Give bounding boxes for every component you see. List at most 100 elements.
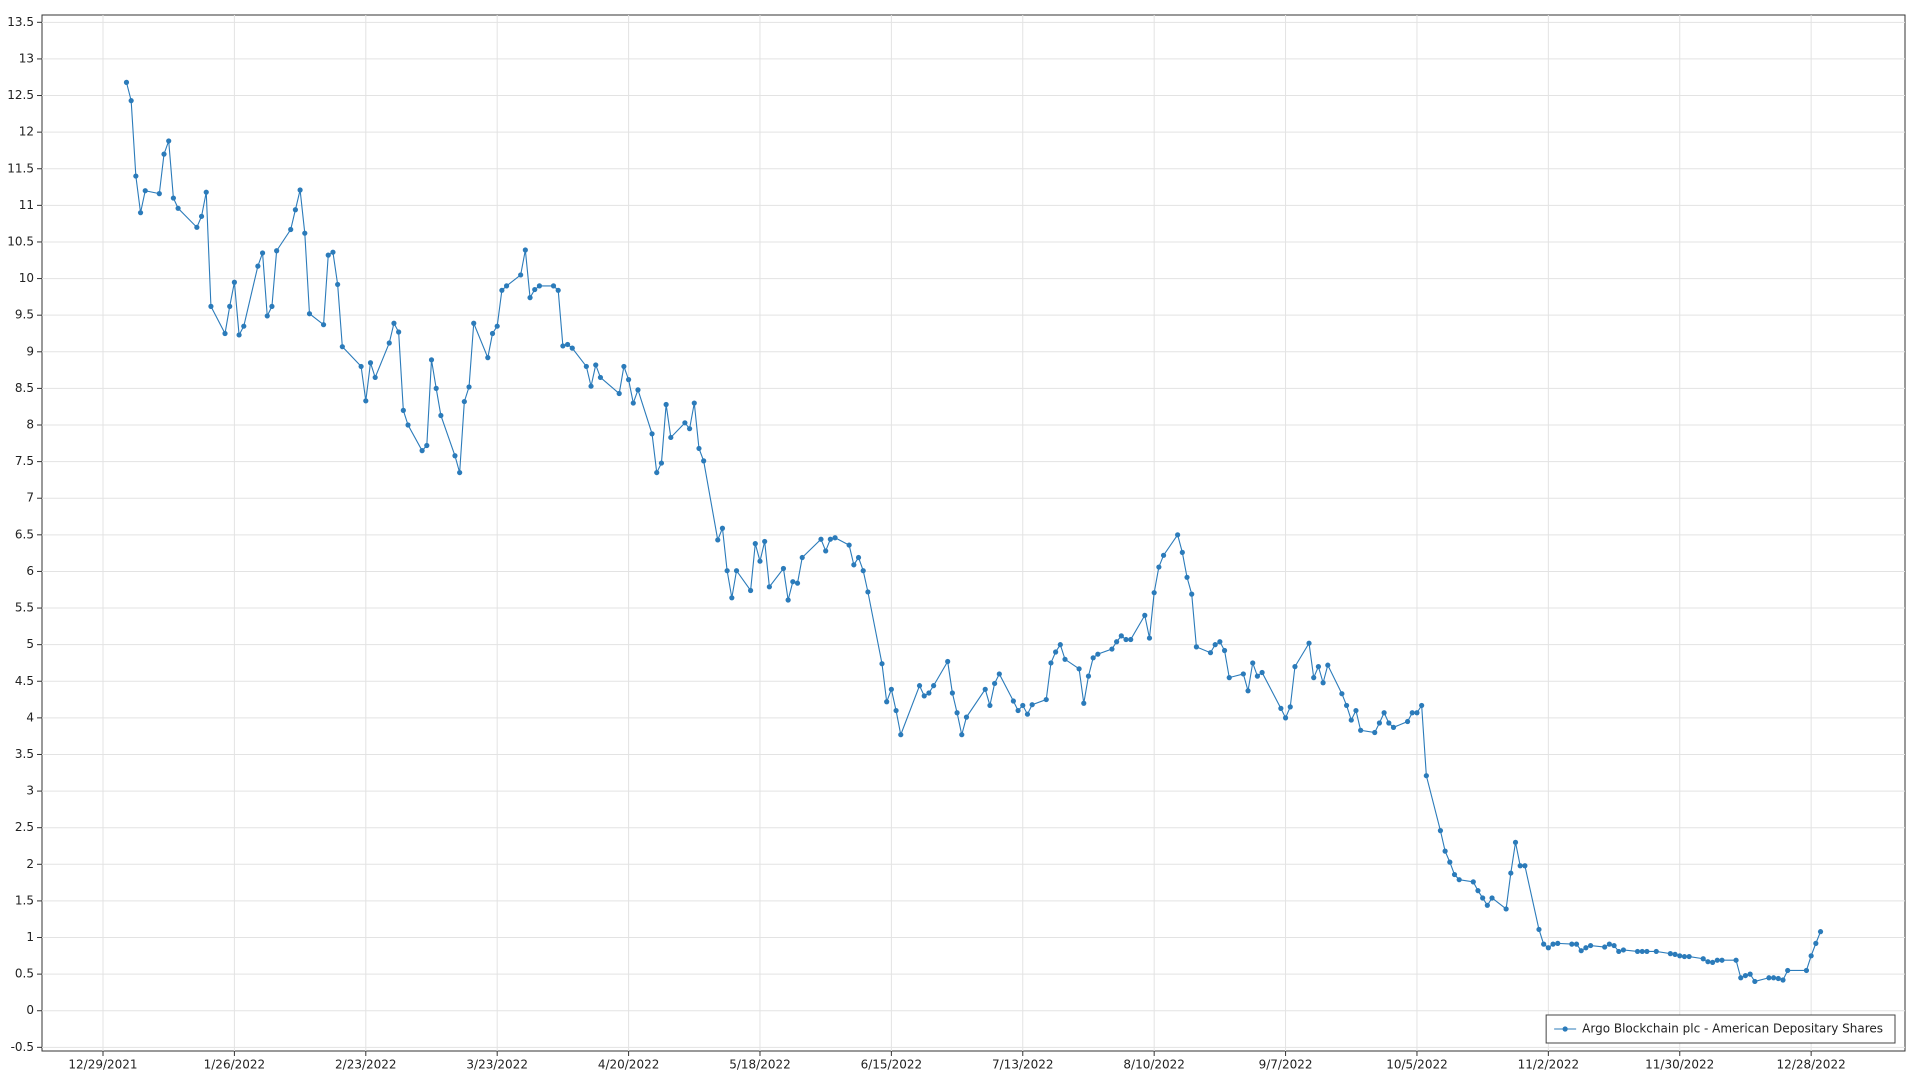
data-point xyxy=(832,535,838,541)
y-tick-label: 2 xyxy=(26,857,34,871)
data-point xyxy=(1709,959,1716,966)
data-point xyxy=(1442,848,1448,854)
data-point xyxy=(236,332,242,338)
data-point xyxy=(1062,656,1068,662)
y-tick-label: 5 xyxy=(26,637,34,651)
data-point xyxy=(597,374,604,381)
data-point xyxy=(686,426,693,432)
data-point xyxy=(1775,975,1781,982)
data-point xyxy=(1569,941,1575,947)
data-point xyxy=(1160,552,1167,558)
data-point xyxy=(757,558,763,564)
data-point xyxy=(1550,941,1556,947)
data-point xyxy=(982,686,988,692)
data-point xyxy=(1348,717,1354,723)
data-point xyxy=(292,207,299,213)
x-tick-label: 9/7/2022 xyxy=(1259,1058,1313,1072)
data-point xyxy=(846,542,852,548)
data-point xyxy=(1020,702,1026,709)
y-tick-label: 5.5 xyxy=(15,601,34,615)
y-tick-label: 8.5 xyxy=(15,381,34,395)
data-point xyxy=(663,401,669,408)
data-point xyxy=(827,536,833,542)
x-tick-label: 3/23/2022 xyxy=(466,1058,528,1072)
data-point xyxy=(818,536,824,542)
data-point xyxy=(358,363,364,370)
data-point xyxy=(457,469,463,476)
data-point xyxy=(1029,702,1035,708)
data-point xyxy=(658,460,665,466)
data-point xyxy=(1015,707,1021,714)
data-point xyxy=(959,732,965,738)
data-point xyxy=(428,357,435,363)
data-point xyxy=(569,345,575,351)
data-point xyxy=(1578,948,1584,954)
data-point xyxy=(1048,660,1054,666)
data-point xyxy=(1705,959,1711,965)
y-tick-label: 4 xyxy=(26,710,34,724)
legend: Argo Blockchain plc - American Depositar… xyxy=(1545,1014,1896,1044)
data-point xyxy=(123,79,130,85)
y-tick-label: 7.5 xyxy=(15,454,34,468)
data-point xyxy=(780,565,787,572)
data-point xyxy=(879,661,885,667)
data-point xyxy=(560,343,566,349)
y-tick-label: 0 xyxy=(26,1003,34,1017)
data-point xyxy=(992,680,998,687)
data-point xyxy=(1813,940,1819,946)
data-point xyxy=(461,398,467,405)
data-point xyxy=(1278,705,1284,711)
y-tick-label: 13 xyxy=(19,51,34,65)
data-point xyxy=(170,195,176,201)
data-point xyxy=(1254,673,1261,679)
data-point xyxy=(1475,888,1481,894)
y-tick-label: 1 xyxy=(26,930,34,944)
data-point xyxy=(489,330,496,337)
y-tick-label: 4.5 xyxy=(15,674,34,688)
data-point xyxy=(1404,718,1411,725)
data-point xyxy=(1451,871,1458,878)
data-point xyxy=(1681,953,1688,960)
legend-label: Argo Blockchain plc - American Depositar… xyxy=(1582,1022,1883,1036)
y-tick-label: -0.5 xyxy=(11,1040,34,1054)
y-tick-label: 13.5 xyxy=(7,15,34,29)
data-point xyxy=(255,263,261,269)
data-point xyxy=(1175,532,1181,538)
data-point xyxy=(1043,696,1049,703)
y-tick-label: 9.5 xyxy=(15,308,34,322)
data-point xyxy=(1480,895,1486,901)
data-point xyxy=(1343,702,1350,709)
data-point xyxy=(198,213,205,219)
data-point xyxy=(1386,720,1392,726)
data-point xyxy=(1771,975,1777,981)
data-point xyxy=(264,313,270,319)
data-point xyxy=(747,587,754,594)
data-point xyxy=(1447,859,1453,865)
data-point xyxy=(729,595,735,601)
data-point xyxy=(616,390,622,397)
data-point xyxy=(625,377,632,383)
data-point xyxy=(1644,948,1650,955)
data-point xyxy=(1353,707,1359,714)
data-point xyxy=(1456,877,1462,883)
data-point xyxy=(1620,947,1627,953)
data-point xyxy=(194,224,200,230)
data-point xyxy=(1686,953,1692,960)
data-point xyxy=(898,732,904,738)
x-tick-label: 7/13/2022 xyxy=(992,1058,1054,1072)
data-point xyxy=(1311,675,1317,681)
data-point xyxy=(330,249,336,255)
y-tick-label: 1.5 xyxy=(15,893,34,907)
y-tick-label: 9 xyxy=(26,344,34,358)
data-point xyxy=(1634,948,1641,955)
data-point xyxy=(302,230,308,236)
data-point xyxy=(203,189,209,195)
data-point xyxy=(945,658,951,665)
data-point xyxy=(222,330,228,337)
data-point xyxy=(306,311,313,317)
x-tick-label: 4/20/2022 xyxy=(598,1058,660,1072)
data-point xyxy=(1217,639,1223,645)
data-point xyxy=(1358,727,1364,733)
data-point xyxy=(536,283,543,289)
